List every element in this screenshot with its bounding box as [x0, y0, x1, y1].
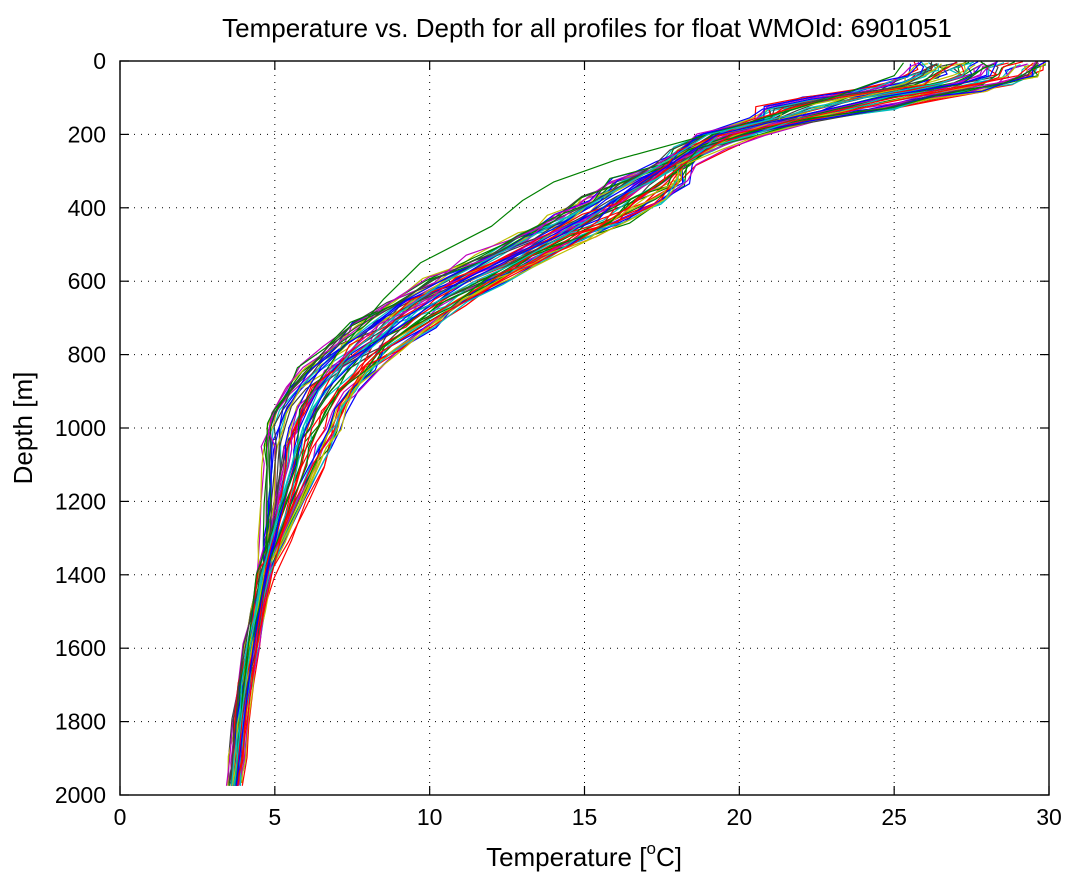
- x-tick-label: 10: [417, 804, 443, 830]
- profile-line: [241, 64, 976, 784]
- profile-line: [235, 61, 958, 786]
- y-tick-label: 1000: [55, 415, 106, 441]
- profile-line: [239, 64, 1017, 784]
- profile-line: [235, 61, 997, 786]
- profile-line: [236, 61, 1016, 786]
- y-tick-label: 200: [68, 121, 106, 147]
- y-tick-label: 400: [68, 195, 106, 221]
- profile-line: [230, 61, 1039, 786]
- profile-line: [241, 63, 939, 786]
- y-tick-label: 2000: [55, 782, 106, 808]
- profile-line: [230, 61, 1024, 786]
- profile-line: [231, 62, 1005, 786]
- x-tick-labels: 0 5 10 15 20 25 30: [114, 804, 1062, 830]
- y-tick-labels: 0 200 400 600 800 1000 1200 1400 1600 1800 2000: [55, 48, 106, 808]
- profile-line: [237, 64, 966, 785]
- profile-line: [239, 63, 940, 786]
- x-tick-label: 30: [1036, 804, 1062, 830]
- profile-line-4: [234, 62, 973, 786]
- profile-line: [232, 61, 1037, 786]
- axis-ticks: [119, 60, 1050, 796]
- profile-line: [230, 63, 997, 786]
- profile-line: [232, 63, 912, 786]
- profile-line: [233, 62, 1009, 783]
- profile-line: [237, 61, 967, 786]
- profile-line: [236, 62, 984, 784]
- profile-line: [235, 62, 967, 786]
- y-tick-label: 1800: [55, 709, 106, 735]
- profile-line: [232, 61, 1038, 786]
- y-axis-label: Depth [m]: [8, 372, 38, 485]
- x-axis-label: Temperature [oC]: [486, 839, 682, 872]
- x-tick-label: 5: [268, 804, 281, 830]
- x-tick-label: 20: [727, 804, 753, 830]
- x-tick-label: 15: [572, 804, 598, 830]
- x-tick-label: 25: [881, 804, 907, 830]
- profile-line: [230, 62, 925, 784]
- profile-line: [232, 64, 982, 786]
- profile-line: [237, 61, 979, 786]
- y-tick-label: 0: [93, 48, 106, 74]
- profile-line: [228, 63, 999, 786]
- profile-line-3: [237, 62, 1034, 786]
- profile-line: [236, 61, 919, 786]
- profile-line: [237, 62, 919, 786]
- profile-line: [225, 63, 1028, 786]
- profile-line: [234, 64, 933, 786]
- profile-line: [235, 61, 989, 786]
- y-tick-label: 800: [68, 342, 106, 368]
- profile-line: [236, 62, 985, 784]
- y-tick-label: 1600: [55, 635, 106, 661]
- profile-line: [231, 61, 957, 784]
- profile-line: [232, 61, 970, 786]
- profile-line: [235, 64, 1039, 786]
- profile-line: [233, 61, 974, 786]
- y-tick-label: 600: [68, 268, 106, 294]
- profile-line-2: [234, 62, 904, 786]
- profile-line: [234, 61, 998, 785]
- profile-lines: [225, 61, 1047, 786]
- profile-line-1: [235, 62, 997, 786]
- x-tick-label: 0: [114, 804, 127, 830]
- profile-line: [231, 64, 1021, 782]
- y-tick-label: 1400: [55, 562, 106, 588]
- profile-line: [232, 64, 944, 786]
- profile-line: [236, 61, 922, 786]
- profile-line: [236, 63, 962, 786]
- profile-line: [235, 63, 995, 786]
- y-tick-label: 1200: [55, 488, 106, 514]
- chart-title: Temperature vs. Depth for all profiles f…: [222, 13, 952, 43]
